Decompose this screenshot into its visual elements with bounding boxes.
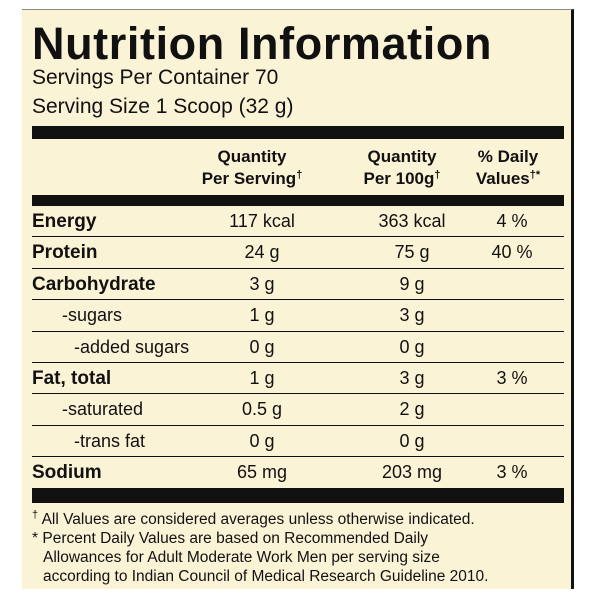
- per-serving: 1 g: [249, 367, 275, 388]
- per-serving: 0 g: [249, 430, 275, 451]
- nutrient-label: -trans fat: [74, 430, 146, 451]
- nutrient-table: Energy 117 kcal 363 kcal 4 % Protein 24 g 75 g…: [32, 206, 564, 489]
- nutrient-row: -saturated 0.5 g 2 g: [32, 394, 564, 426]
- nutrient-label: Energy: [32, 211, 97, 232]
- per-100g: 9 g: [399, 273, 425, 294]
- per-100g: 363 kcal: [378, 211, 446, 231]
- footnotes: † All Values are considered averages unl…: [32, 510, 488, 586]
- per-serving: 1 g: [249, 305, 275, 326]
- divider-bar: [32, 488, 564, 503]
- per-100g: 2 g: [399, 399, 425, 420]
- header-line: Values: [475, 169, 530, 188]
- nutrient-label: Sodium: [32, 462, 102, 484]
- nutrient-row: Fat, total 1 g 3 g 3 %: [32, 363, 564, 395]
- header-line: Per Serving: [201, 169, 297, 188]
- per-100g: 75 g: [394, 242, 430, 263]
- nutrient-row: Carbohydrate 3 g 9 g: [32, 269, 564, 301]
- per-serving: 3 g: [249, 273, 275, 294]
- header-mark: †: [296, 169, 303, 181]
- daily-value: 3 %: [496, 367, 528, 388]
- per-100g: 3 g: [399, 305, 425, 326]
- footnote-line: † All Values are considered averages unl…: [32, 510, 488, 529]
- per-100g: 0 g: [399, 336, 425, 357]
- footnote-mark: *: [32, 530, 39, 547]
- nutrient-label: Protein: [32, 242, 98, 264]
- column-header: % Daily Values†*: [458, 146, 558, 190]
- header-line: Per 100g: [363, 169, 435, 188]
- serving-size: Serving Size 1 Scoop (32 g): [32, 95, 294, 118]
- nutrient-label: -saturated: [62, 399, 144, 420]
- column-header: Quantity Per Serving†: [192, 146, 312, 190]
- daily-value: 40 %: [491, 242, 533, 263]
- footnote-line: Allowances for Adult Moderate Work Men p…: [32, 548, 488, 567]
- daily-value: 3 %: [496, 462, 528, 483]
- nutrient-row: -sugars 1 g 3 g: [32, 300, 564, 332]
- nutrient-row: -trans fat 0 g 0 g: [32, 426, 564, 458]
- daily-value: 4 %: [496, 211, 528, 231]
- header-mark: †: [434, 169, 441, 181]
- footnote-text: according to Indian Council of Medical R…: [43, 568, 489, 585]
- nutrient-row: Energy 117 kcal 363 kcal 4 %: [32, 206, 564, 238]
- header-line: Quantity: [217, 147, 287, 166]
- divider-bar: [32, 126, 564, 139]
- per-serving: 65 mg: [236, 462, 288, 483]
- servings-per-container: Servings Per Container 70: [32, 66, 279, 89]
- nutrient-row: -added sugars 0 g 0 g: [32, 332, 564, 363]
- per-100g: 203 mg: [381, 462, 443, 483]
- footnote-text: Allowances for Adult Moderate Work Men p…: [43, 549, 440, 566]
- nutrition-label: Nutrition Information Servings Per Conta…: [22, 9, 574, 589]
- header-mark: †*: [529, 169, 541, 181]
- per-100g: 0 g: [399, 430, 425, 451]
- per-serving: 0.5 g: [241, 399, 283, 420]
- nutrient-label: Carbohydrate: [32, 273, 156, 295]
- nutrient-row: Protein 24 g 75 g 40 %: [32, 237, 564, 269]
- per-serving: 117 kcal: [229, 211, 295, 231]
- divider-bar: [32, 195, 564, 206]
- header-line: Quantity: [367, 147, 437, 166]
- nutrient-row: Sodium 65 mg 203 mg 3 %: [32, 457, 564, 488]
- footnote-text: Percent Daily Values are based on Recomm…: [42, 530, 429, 547]
- nutrient-label: -sugars: [62, 305, 123, 326]
- footnote-line: * Percent Daily Values are based on Reco…: [32, 529, 488, 548]
- footnote-mark: †: [32, 509, 39, 521]
- title: Nutrition Information: [32, 18, 493, 69]
- footnote-line: according to Indian Council of Medical R…: [32, 567, 488, 586]
- header-line: % Daily: [477, 147, 539, 166]
- per-100g: 3 g: [399, 367, 425, 388]
- per-serving: 0 g: [249, 336, 275, 357]
- column-header: Quantity Per 100g†: [342, 146, 462, 190]
- per-serving: 24 g: [244, 242, 280, 263]
- nutrient-label: -added sugars: [74, 336, 190, 357]
- footnote-text: All Values are considered averages unles…: [41, 511, 475, 528]
- nutrient-label: Fat, total: [32, 367, 112, 389]
